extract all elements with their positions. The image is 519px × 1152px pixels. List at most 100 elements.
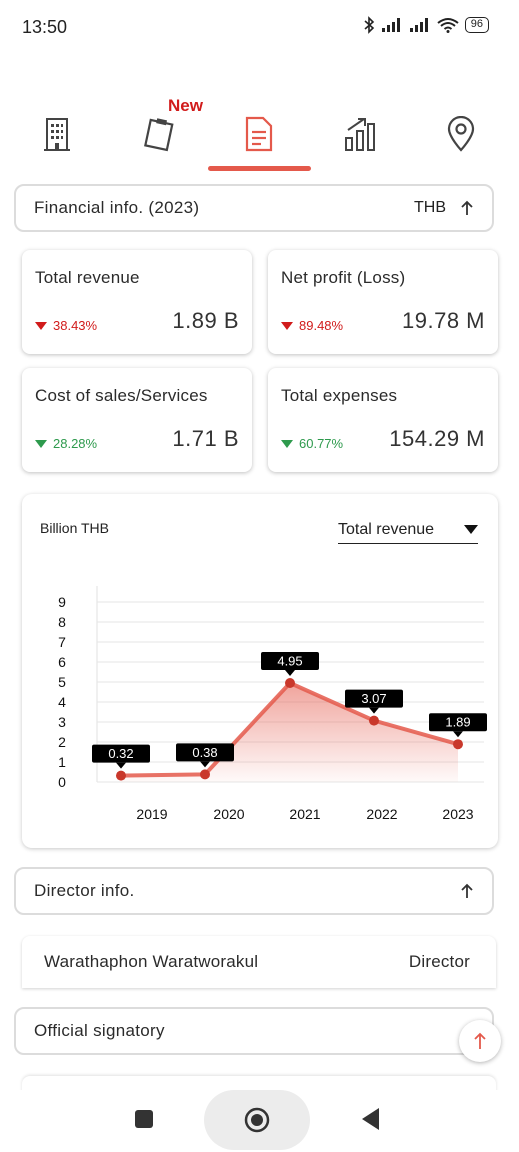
revenue-chart: 0 1 2 3 4 5 6 7 8 9 0.32 0.38 4.95 3.07 1.89 2019 2020 20… — [58, 586, 487, 822]
data-point — [453, 739, 463, 750]
director-name: Warathaphon Waratworakul — [44, 952, 259, 971]
card-change-value: 60.77% — [299, 436, 344, 451]
scroll-to-top-button[interactable] — [459, 1020, 501, 1062]
data-label-bg — [345, 689, 403, 708]
status-icons: 96 — [363, 16, 489, 34]
data-label: 4.95 — [277, 654, 302, 669]
wifi-icon — [437, 18, 459, 33]
y-tick-label: 7 — [58, 634, 66, 650]
arrow-down-icon — [281, 321, 293, 330]
data-label-bg — [261, 652, 319, 670]
document-icon — [245, 116, 273, 152]
director-info-header[interactable]: Director info. — [14, 867, 494, 915]
clipboard-icon — [144, 118, 174, 152]
home-circle-icon — [244, 1107, 270, 1133]
building-icon — [44, 118, 70, 151]
caret-down-icon — [464, 525, 478, 534]
back-button[interactable] — [362, 1108, 379, 1130]
tab-notes[interactable] — [139, 114, 179, 154]
arrow-down-icon — [281, 439, 293, 448]
arrow-up-icon — [474, 1032, 486, 1049]
status-bar: 13:50 96 — [0, 0, 519, 56]
active-tab-indicator — [208, 166, 311, 171]
area-fill — [121, 683, 458, 782]
system-nav-bar — [0, 1090, 519, 1152]
chart-card: Billion THB Total revenue 0 1 2 3 4 5 6 7 8 9 0.32… — [22, 494, 498, 848]
data-label-bg — [92, 744, 150, 763]
financial-info-label: Financial info. (2023) — [34, 198, 200, 217]
data-label: 0.32 — [108, 746, 133, 761]
home-button[interactable] — [204, 1090, 310, 1150]
new-badge: New — [168, 96, 203, 115]
y-tick-label: 6 — [58, 654, 66, 670]
card-change: 89.48% — [281, 318, 343, 333]
bar-chart-icon — [345, 118, 375, 151]
recents-button[interactable] — [135, 1110, 153, 1128]
card-value: 1.89 B — [172, 308, 239, 333]
currency-label: THB — [414, 199, 446, 216]
card-value: 154.29 M — [389, 426, 485, 451]
director-role: Director — [408, 952, 470, 971]
tab-location[interactable] — [441, 114, 481, 154]
data-point — [369, 715, 379, 726]
data-label-pointer — [116, 762, 126, 769]
arrow-down-icon — [35, 321, 47, 330]
card-title: Total expenses — [281, 386, 398, 405]
signal-icon — [381, 18, 400, 32]
signal-icon-2 — [409, 18, 428, 32]
arrow-up-icon — [461, 883, 473, 898]
data-label-pointer — [453, 731, 463, 738]
card-title: Cost of sales/Services — [35, 386, 208, 405]
metric-dropdown-value: Total revenue — [338, 520, 435, 538]
tab-company[interactable] — [37, 114, 77, 154]
data-point — [116, 770, 126, 781]
y-tick-label: 2 — [58, 734, 66, 750]
official-signatory-label: Official signatory — [34, 1021, 165, 1040]
y-tick-label: 1 — [58, 754, 66, 770]
y-tick-label: 8 — [58, 614, 66, 630]
x-tick-label: 2019 — [136, 806, 167, 822]
card-total-expenses: Total expenses 60.77% 154.29 M — [268, 368, 498, 472]
data-label-bg — [429, 713, 487, 732]
official-signatory-header[interactable]: Official signatory — [14, 1007, 494, 1055]
director-info-label: Director info. — [34, 881, 135, 900]
data-point — [285, 678, 295, 688]
financial-info-header[interactable]: Financial info. (2023) THB — [14, 184, 494, 232]
card-net-profit: Net profit (Loss) 89.48% 19.78 M — [268, 250, 498, 354]
y-tick-label: 5 — [58, 674, 66, 690]
y-tick-label: 3 — [58, 714, 66, 730]
x-tick-label: 2020 — [213, 806, 244, 822]
tab-statistics[interactable] — [340, 114, 380, 154]
y-tick-label: 9 — [58, 594, 66, 610]
data-label-pointer — [369, 707, 379, 714]
card-title: Net profit (Loss) — [281, 268, 406, 287]
status-time: 13:50 — [22, 17, 68, 37]
data-label: 3.07 — [361, 691, 386, 706]
metric-dropdown[interactable]: Total revenue — [338, 516, 478, 544]
director-row[interactable]: Warathaphon Waratworakul Director — [22, 936, 496, 988]
data-label-bg — [176, 743, 234, 762]
location-pin-icon — [447, 116, 475, 152]
arrow-up-icon — [461, 200, 473, 215]
card-change: 28.28% — [35, 436, 97, 451]
card-value: 1.71 B — [172, 426, 239, 451]
data-label: 0.38 — [192, 745, 217, 760]
data-point — [200, 769, 210, 780]
arrow-down-icon — [35, 439, 47, 448]
x-tick-label: 2023 — [442, 806, 473, 822]
y-tick-label: 0 — [58, 774, 66, 790]
tab-bar: New — [0, 96, 519, 176]
data-label: 1.89 — [445, 715, 470, 730]
card-change-value: 28.28% — [53, 436, 98, 451]
tab-financial[interactable] — [239, 114, 279, 154]
card-total-revenue: Total revenue 38.43% 1.89 B — [22, 250, 252, 354]
data-label-pointer — [200, 761, 210, 768]
card-title: Total revenue — [35, 268, 140, 287]
battery-icon: 96 — [464, 17, 489, 33]
data-label-pointer — [285, 670, 295, 676]
x-tick-label: 2021 — [289, 806, 320, 822]
card-change-value: 89.48% — [299, 318, 344, 333]
chart-unit-label: Billion THB — [40, 520, 109, 536]
y-tick-label: 4 — [58, 694, 66, 710]
card-change: 60.77% — [281, 436, 343, 451]
